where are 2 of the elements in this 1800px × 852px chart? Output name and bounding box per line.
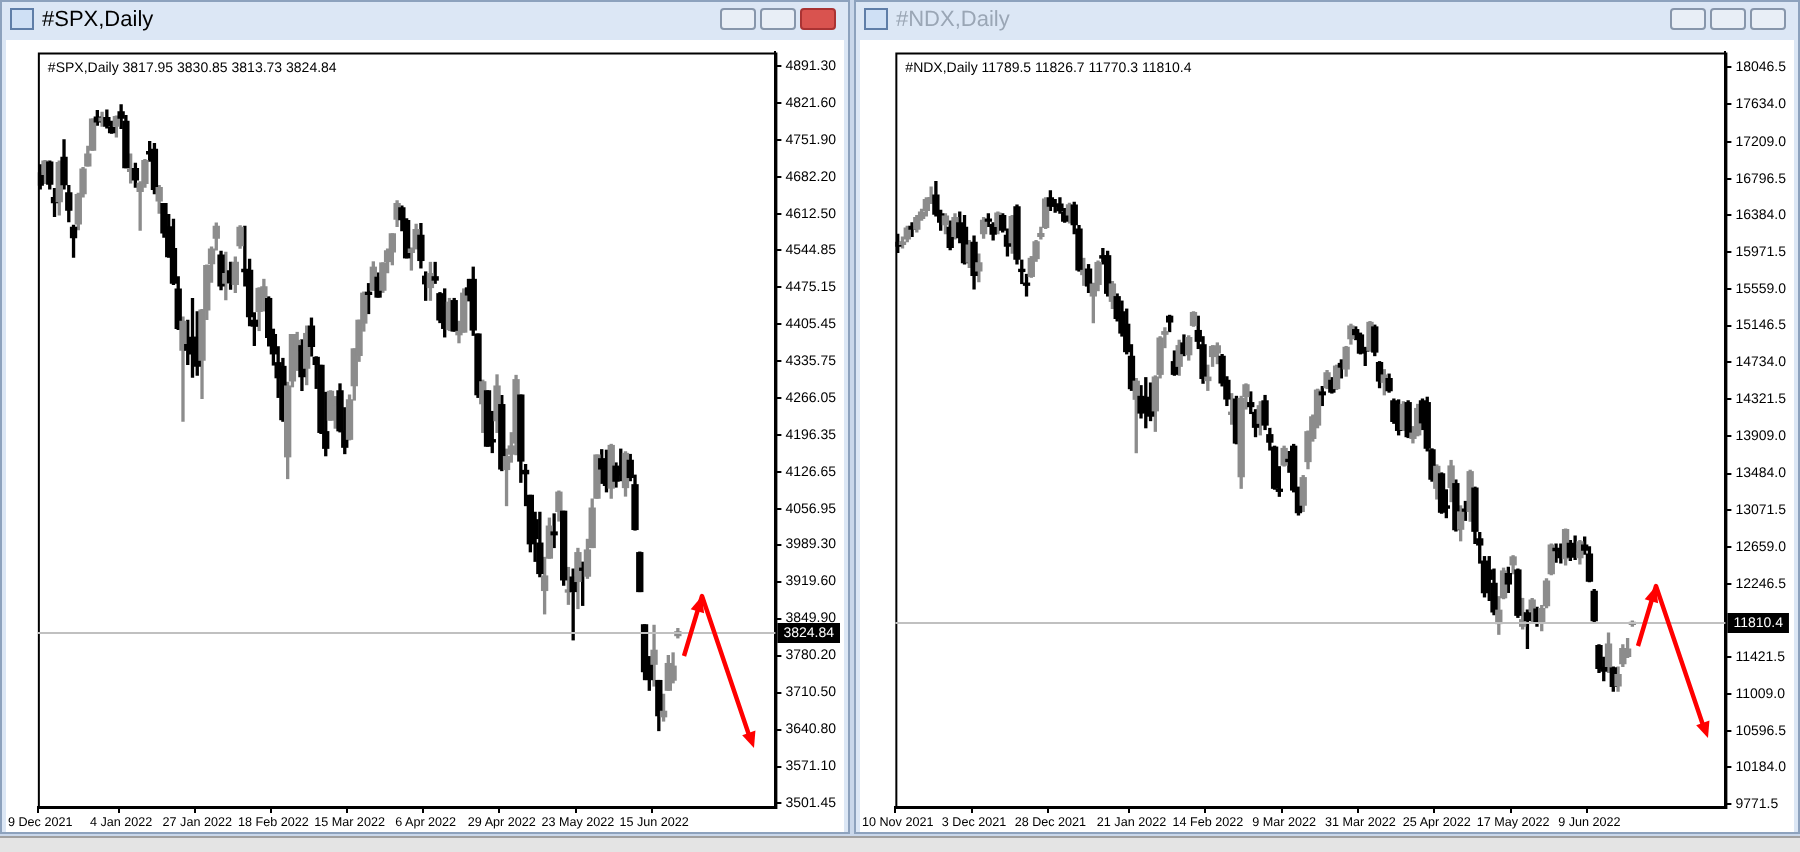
chart-title: #NDX,Daily: [896, 6, 1010, 36]
chart-title: #SPX,Daily: [42, 6, 154, 36]
